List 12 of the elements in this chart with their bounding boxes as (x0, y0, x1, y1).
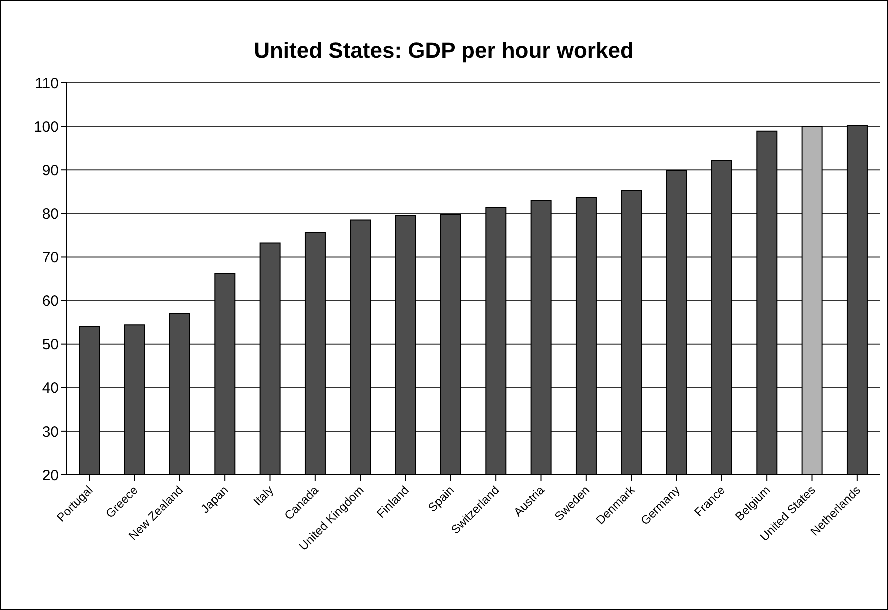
y-tick-label: 90 (42, 162, 59, 180)
y-tick-label: 110 (35, 75, 59, 92)
y-tick-label: 20 (42, 467, 59, 484)
y-tick-label: 30 (42, 424, 59, 441)
y-tick-label: 50 (42, 336, 59, 354)
y-tick-label: 80 (42, 206, 59, 223)
y-tick-label: 40 (42, 380, 59, 398)
y-tick-label: 60 (42, 293, 59, 310)
x-tick-label: Italy (250, 483, 276, 509)
chart-title: United States: GDP per hour worked (253, 38, 635, 64)
y-tick-label: 100 (34, 118, 59, 136)
y-tick-label: 70 (42, 250, 59, 267)
